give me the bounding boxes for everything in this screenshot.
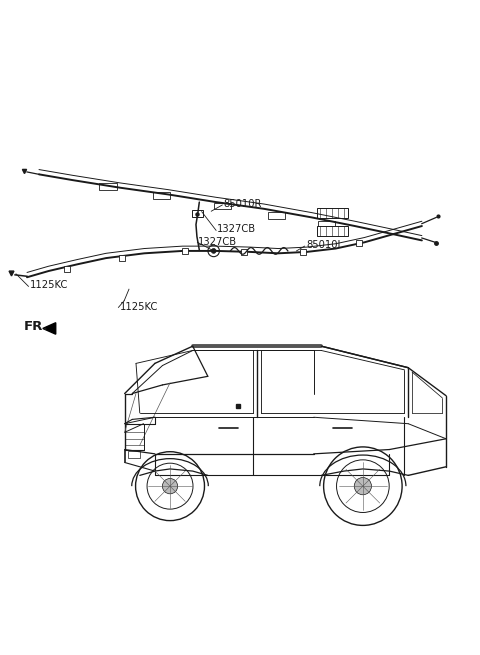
FancyBboxPatch shape — [318, 221, 335, 227]
Text: FR.: FR. — [24, 320, 48, 333]
Text: 85010L: 85010L — [306, 240, 343, 250]
Circle shape — [162, 479, 178, 494]
FancyBboxPatch shape — [214, 202, 231, 210]
FancyBboxPatch shape — [153, 192, 170, 199]
Circle shape — [324, 447, 402, 525]
FancyBboxPatch shape — [99, 183, 117, 189]
Text: 1125KC: 1125KC — [120, 303, 158, 312]
Circle shape — [147, 463, 193, 509]
Text: 1125KC: 1125KC — [29, 280, 68, 290]
Circle shape — [354, 477, 372, 495]
Polygon shape — [43, 323, 56, 334]
FancyBboxPatch shape — [268, 212, 285, 219]
Circle shape — [336, 460, 389, 512]
Text: 1327CB: 1327CB — [217, 225, 256, 234]
Circle shape — [135, 452, 204, 521]
Text: 1327CB: 1327CB — [198, 237, 238, 248]
Circle shape — [211, 248, 216, 253]
FancyBboxPatch shape — [317, 226, 348, 236]
FancyBboxPatch shape — [317, 208, 348, 218]
Circle shape — [208, 245, 219, 257]
FancyBboxPatch shape — [192, 210, 203, 217]
FancyBboxPatch shape — [129, 451, 141, 458]
Text: 85010R: 85010R — [223, 199, 262, 209]
